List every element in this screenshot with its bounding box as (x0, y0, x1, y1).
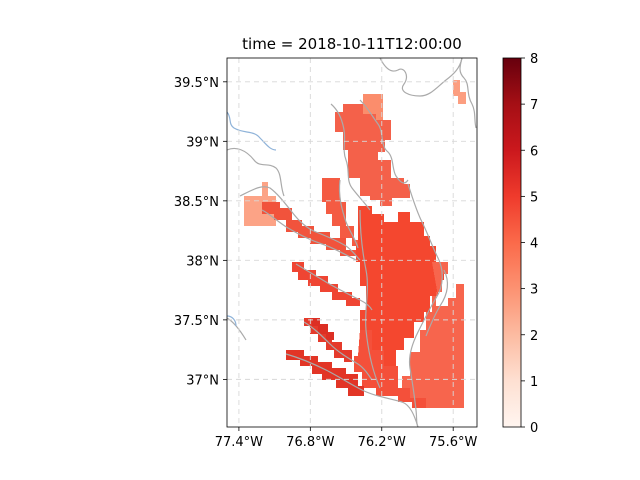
lower-bay-cells (354, 330, 426, 408)
lon-tick-label: 77.4°W (215, 435, 263, 450)
colorbar-tick-label: 5 (530, 190, 538, 205)
colorbar-tick-label: 8 (530, 52, 538, 67)
coastline-upper-west (330, 103, 371, 211)
latitude-tick-labels: 39.5°N 39°N 38.5°N 38°N 37.5°N 37°N (174, 76, 227, 388)
lat-tick-label: 37°N (186, 373, 219, 388)
colorbar-tick-label: 4 (530, 237, 538, 252)
coastline-delaware (459, 58, 477, 129)
lon-tick-label: 75.6°W (429, 435, 477, 450)
upper-bay-head (363, 94, 383, 120)
lat-tick-label: 38°N (186, 254, 219, 269)
coastline-northwest (227, 147, 285, 197)
northeast-river-cells (453, 80, 466, 104)
coastline-rappahannock (295, 263, 373, 311)
rivers (227, 111, 277, 327)
colorbar-ticks: 0 1 2 3 4 5 6 7 8 (521, 52, 538, 436)
lat-tick-label: 38.5°N (174, 195, 219, 210)
york-lower-cells (312, 318, 334, 340)
coastline-potomac (239, 186, 361, 261)
upper-bay-cells (335, 98, 410, 206)
concentration-field (244, 80, 466, 408)
colorbar-tick-label: 0 (530, 421, 538, 436)
colorbar: 0 1 2 3 4 5 6 7 8 (502, 52, 538, 436)
colorbar-tick-label: 6 (530, 144, 538, 159)
lon-tick-label: 76.2°W (358, 435, 406, 450)
colorbar-tick-label: 7 (530, 98, 538, 113)
map-panel: 39.5°N 39°N 38.5°N 38°N 37.5°N 37°N 77.4°W 76.… (174, 57, 478, 450)
coastline-potomac-south (261, 209, 357, 261)
coastline-upper-east (359, 99, 409, 184)
coastline-western-shore (359, 209, 381, 389)
potomac-upper-cells (244, 182, 276, 226)
longitude-tick-labels: 77.4°W 76.8°W 76.2°W 75.6°W (215, 427, 477, 450)
coastline-patuxent (338, 179, 359, 249)
coastline-james (285, 353, 419, 427)
lat-tick-label: 39°N (186, 135, 219, 150)
colorbar-tick-label: 3 (530, 283, 538, 298)
river-northwest (227, 111, 277, 151)
coastline-york (303, 321, 373, 381)
coastline-east-mid (425, 269, 449, 337)
colorbar-tick-label: 2 (530, 329, 538, 344)
lat-tick-label: 37.5°N (174, 314, 219, 329)
coastline-southwest (227, 317, 247, 341)
james-cells (286, 350, 364, 396)
lat-tick-label: 39.5°N (174, 76, 219, 91)
middle-bay-cells (356, 206, 444, 366)
river-southwest (227, 315, 237, 327)
lon-tick-label: 76.8°W (286, 435, 334, 450)
figure-title: time = 2018-10-11T12:00:00 (242, 35, 462, 53)
coastline-north-rivers (379, 58, 463, 97)
map-frame (226, 57, 478, 428)
coastlines (227, 58, 477, 427)
colorbar-tick-label: 1 (530, 375, 538, 390)
coastline-eastern-shore (407, 183, 443, 427)
gridlines (227, 58, 477, 427)
colorbar-gradient (502, 57, 522, 428)
rappahannock-cells (292, 262, 360, 306)
eastern-shore-cells (402, 262, 464, 408)
